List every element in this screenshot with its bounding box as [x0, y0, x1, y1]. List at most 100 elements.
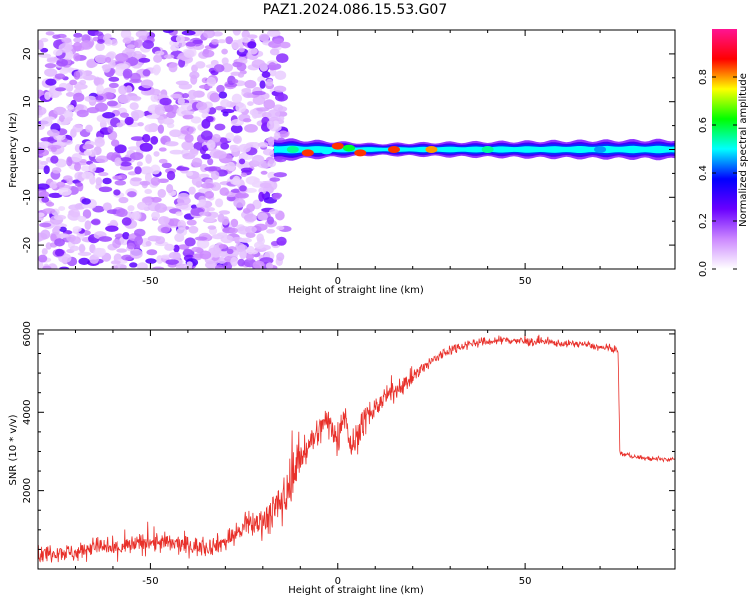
- x-tick-label: 0: [335, 576, 341, 587]
- noise-cell: [201, 153, 212, 160]
- noise-cell: [82, 209, 92, 219]
- noise-cell: [278, 116, 285, 121]
- noise-cell: [84, 95, 97, 102]
- noise-cell: [266, 216, 275, 225]
- noise-cell: [119, 157, 132, 162]
- noise-cell: [274, 131, 281, 139]
- noise-cell: [276, 53, 289, 64]
- noise-cell: [40, 161, 49, 166]
- noise-cell: [58, 42, 72, 53]
- noise-cell: [129, 152, 144, 161]
- noise-cell: [68, 204, 82, 211]
- noise-cell: [180, 125, 194, 135]
- noise-cell: [247, 47, 258, 55]
- noise-cell: [140, 79, 154, 89]
- noise-cell: [238, 47, 245, 53]
- noise-cell: [230, 188, 241, 193]
- noise-cell: [164, 243, 175, 251]
- noise-cell: [151, 266, 165, 269]
- spectrogram-heatmap: [38, 30, 675, 269]
- noise-cell: [82, 144, 94, 150]
- noise-cell: [106, 152, 116, 161]
- noise-cell: [209, 92, 221, 103]
- noise-cell: [276, 236, 287, 246]
- noise-cell: [45, 78, 57, 86]
- noise-cell: [54, 248, 65, 257]
- noise-cell: [278, 130, 289, 138]
- noise-cell: [102, 64, 111, 73]
- noise-cell: [150, 176, 161, 186]
- noise-cell: [58, 187, 72, 196]
- noise-cell: [263, 99, 276, 110]
- noise-cell: [38, 106, 47, 116]
- noise-cell: [41, 248, 48, 255]
- noise-cell: [256, 233, 264, 243]
- noise-cell: [245, 232, 256, 238]
- noise-cell: [229, 144, 240, 153]
- noise-cell: [118, 196, 129, 204]
- noise-cell: [96, 84, 104, 95]
- noise-cell: [202, 30, 216, 39]
- noise-cell: [198, 199, 206, 207]
- noise-cell: [191, 176, 203, 187]
- noise-cell: [244, 225, 257, 234]
- noise-cell: [142, 69, 151, 77]
- noise-cell: [198, 211, 209, 216]
- noise-cell: [129, 102, 139, 111]
- noise-cell: [136, 161, 143, 167]
- noise-cell: [38, 53, 52, 58]
- noise-cell: [139, 142, 153, 152]
- noise-cell: [237, 244, 248, 252]
- noise-cell: [53, 106, 67, 116]
- colorbar-tick-label: 0.0: [698, 261, 709, 277]
- noise-cell: [134, 235, 144, 246]
- noise-cell: [114, 180, 127, 186]
- noise-cell: [50, 146, 57, 153]
- noise-cell: [138, 35, 148, 41]
- spectrogram-panel: -50 0 50 -20 -10 0 10 20 Height of straight lin…: [8, 29, 676, 296]
- noise-cell: [274, 70, 287, 81]
- signal-band-layer: [274, 145, 675, 154]
- noise-cell: [247, 34, 258, 39]
- noise-cell: [175, 34, 185, 44]
- noise-cell: [230, 124, 243, 134]
- noise-cell: [177, 244, 190, 250]
- noise-cell: [268, 109, 281, 118]
- noise-cell: [138, 57, 151, 63]
- noise-cell: [79, 158, 87, 164]
- noise-cell: [82, 74, 97, 81]
- noise-cell: [206, 207, 216, 212]
- noise-cell: [157, 124, 165, 134]
- noise-cell: [53, 91, 63, 96]
- noise-cell: [149, 88, 161, 96]
- noise-cell: [78, 243, 86, 254]
- noise-cell: [69, 79, 78, 86]
- noise-cell: [187, 89, 198, 100]
- noise-cell: [165, 141, 179, 147]
- noise-cell: [237, 72, 245, 78]
- noise-cell: [44, 68, 58, 77]
- noise-cell: [73, 70, 81, 80]
- noise-cell: [157, 178, 169, 184]
- noise-cell: [158, 216, 170, 226]
- noise-cell: [119, 112, 130, 118]
- signal-peak: [594, 146, 607, 153]
- noise-cell: [276, 252, 285, 262]
- noise-cell: [177, 97, 185, 106]
- noise-cell: [137, 122, 144, 127]
- noise-cell: [74, 104, 85, 111]
- noise-cell: [158, 147, 167, 152]
- noise-cell: [214, 264, 225, 269]
- noise-cell: [236, 62, 247, 72]
- noise-cell: [115, 63, 129, 70]
- noise-cell: [251, 59, 266, 69]
- noise-cell: [183, 49, 195, 58]
- noise-cell: [162, 30, 174, 34]
- noise-cell: [154, 203, 168, 213]
- noise-cell: [243, 213, 257, 222]
- noise-cell: [274, 93, 288, 102]
- noise-cell: [267, 136, 275, 147]
- noise-cell: [269, 177, 281, 182]
- noise-cell: [86, 60, 96, 69]
